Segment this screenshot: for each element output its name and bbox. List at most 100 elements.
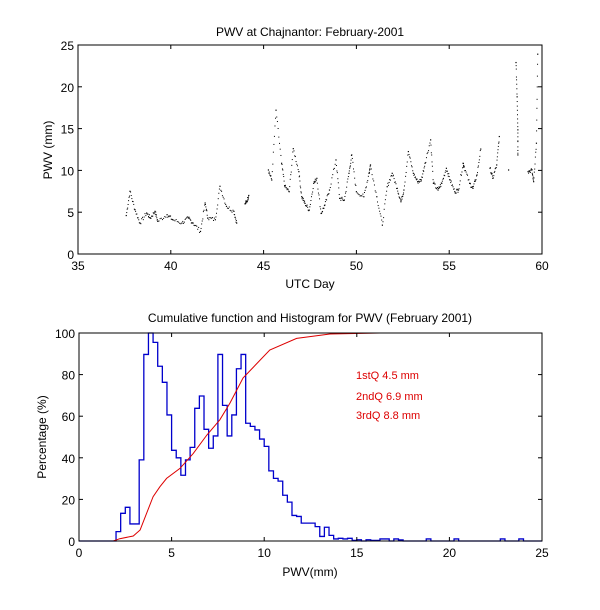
data-point bbox=[147, 213, 149, 215]
data-point bbox=[516, 105, 518, 107]
data-point bbox=[189, 218, 191, 220]
data-point bbox=[337, 178, 339, 180]
data-point bbox=[306, 205, 308, 207]
data-point bbox=[131, 200, 133, 202]
data-point bbox=[532, 174, 534, 176]
data-point bbox=[299, 175, 301, 177]
data-point bbox=[491, 173, 493, 175]
data-point bbox=[145, 215, 147, 217]
data-point bbox=[142, 219, 144, 221]
data-point bbox=[348, 172, 350, 174]
data-point bbox=[390, 175, 392, 177]
data-point bbox=[392, 174, 394, 176]
data-point bbox=[234, 216, 236, 218]
data-point bbox=[148, 214, 150, 216]
data-point bbox=[300, 192, 302, 194]
data-point bbox=[362, 193, 364, 195]
data-point bbox=[534, 163, 536, 165]
data-point bbox=[299, 180, 301, 182]
data-point bbox=[415, 176, 417, 178]
data-point bbox=[480, 148, 482, 150]
y-tick-label: 5 bbox=[67, 206, 74, 220]
data-point bbox=[532, 176, 534, 178]
data-point bbox=[208, 219, 210, 221]
data-point bbox=[296, 165, 298, 167]
data-point bbox=[356, 192, 358, 194]
data-point bbox=[282, 169, 284, 171]
data-point bbox=[318, 194, 320, 196]
data-point bbox=[190, 219, 192, 221]
data-point bbox=[153, 213, 155, 215]
data-point bbox=[302, 199, 304, 201]
data-point bbox=[516, 88, 518, 90]
data-point bbox=[472, 187, 474, 189]
data-point bbox=[228, 206, 230, 208]
data-point bbox=[365, 186, 367, 188]
data-point bbox=[517, 114, 519, 116]
data-point bbox=[183, 222, 185, 224]
data-point bbox=[125, 214, 127, 217]
y-tick-label: 20 bbox=[62, 493, 76, 507]
data-point bbox=[414, 176, 416, 178]
data-point bbox=[350, 162, 352, 164]
data-point bbox=[158, 220, 160, 222]
data-point bbox=[217, 198, 219, 200]
data-point bbox=[189, 217, 191, 219]
data-point bbox=[343, 199, 345, 201]
data-point bbox=[477, 166, 479, 168]
annotation-1st-quartile: 1stQ 4.5 mm bbox=[356, 370, 419, 382]
data-point bbox=[316, 182, 318, 184]
data-point bbox=[323, 207, 325, 209]
data-point bbox=[424, 165, 426, 167]
data-point bbox=[355, 191, 357, 193]
data-point bbox=[335, 165, 337, 167]
data-point bbox=[403, 189, 405, 191]
data-point bbox=[534, 156, 536, 158]
data-point bbox=[276, 116, 278, 118]
data-point bbox=[411, 165, 412, 167]
data-point bbox=[431, 154, 433, 156]
data-point bbox=[217, 204, 219, 206]
data-point bbox=[349, 166, 351, 168]
data-point bbox=[384, 203, 386, 205]
data-point bbox=[381, 224, 383, 226]
data-point bbox=[221, 195, 223, 197]
data-point bbox=[346, 186, 348, 188]
data-point bbox=[292, 148, 294, 150]
data-point bbox=[303, 199, 305, 201]
data-point bbox=[288, 190, 290, 192]
data-point bbox=[436, 187, 438, 189]
data-point bbox=[533, 171, 535, 173]
data-point bbox=[199, 230, 202, 233]
data-point bbox=[490, 172, 492, 174]
data-point bbox=[531, 169, 533, 171]
data-point bbox=[322, 210, 324, 212]
data-point bbox=[206, 208, 208, 210]
data-point bbox=[393, 178, 395, 180]
data-point bbox=[151, 215, 153, 217]
data-point bbox=[367, 175, 369, 177]
data-point bbox=[187, 217, 190, 219]
data-point bbox=[369, 169, 371, 171]
data-point bbox=[288, 191, 290, 193]
y-axis-label: PWV (mm) bbox=[41, 121, 55, 180]
data-point bbox=[516, 83, 518, 85]
data-point bbox=[225, 203, 227, 205]
data-point bbox=[444, 175, 446, 177]
data-point bbox=[412, 172, 414, 174]
data-point bbox=[536, 98, 538, 100]
data-point bbox=[517, 146, 519, 148]
x-tick-label: 10 bbox=[258, 546, 272, 560]
data-point bbox=[452, 186, 454, 188]
data-point bbox=[432, 170, 434, 172]
data-point bbox=[283, 180, 285, 182]
data-point bbox=[317, 188, 319, 190]
data-point bbox=[451, 184, 453, 186]
data-point bbox=[463, 167, 465, 169]
data-point bbox=[199, 231, 201, 233]
y-tick-label: 100 bbox=[55, 327, 75, 341]
data-point bbox=[171, 218, 173, 220]
data-point bbox=[409, 156, 411, 158]
data-point bbox=[368, 172, 370, 174]
